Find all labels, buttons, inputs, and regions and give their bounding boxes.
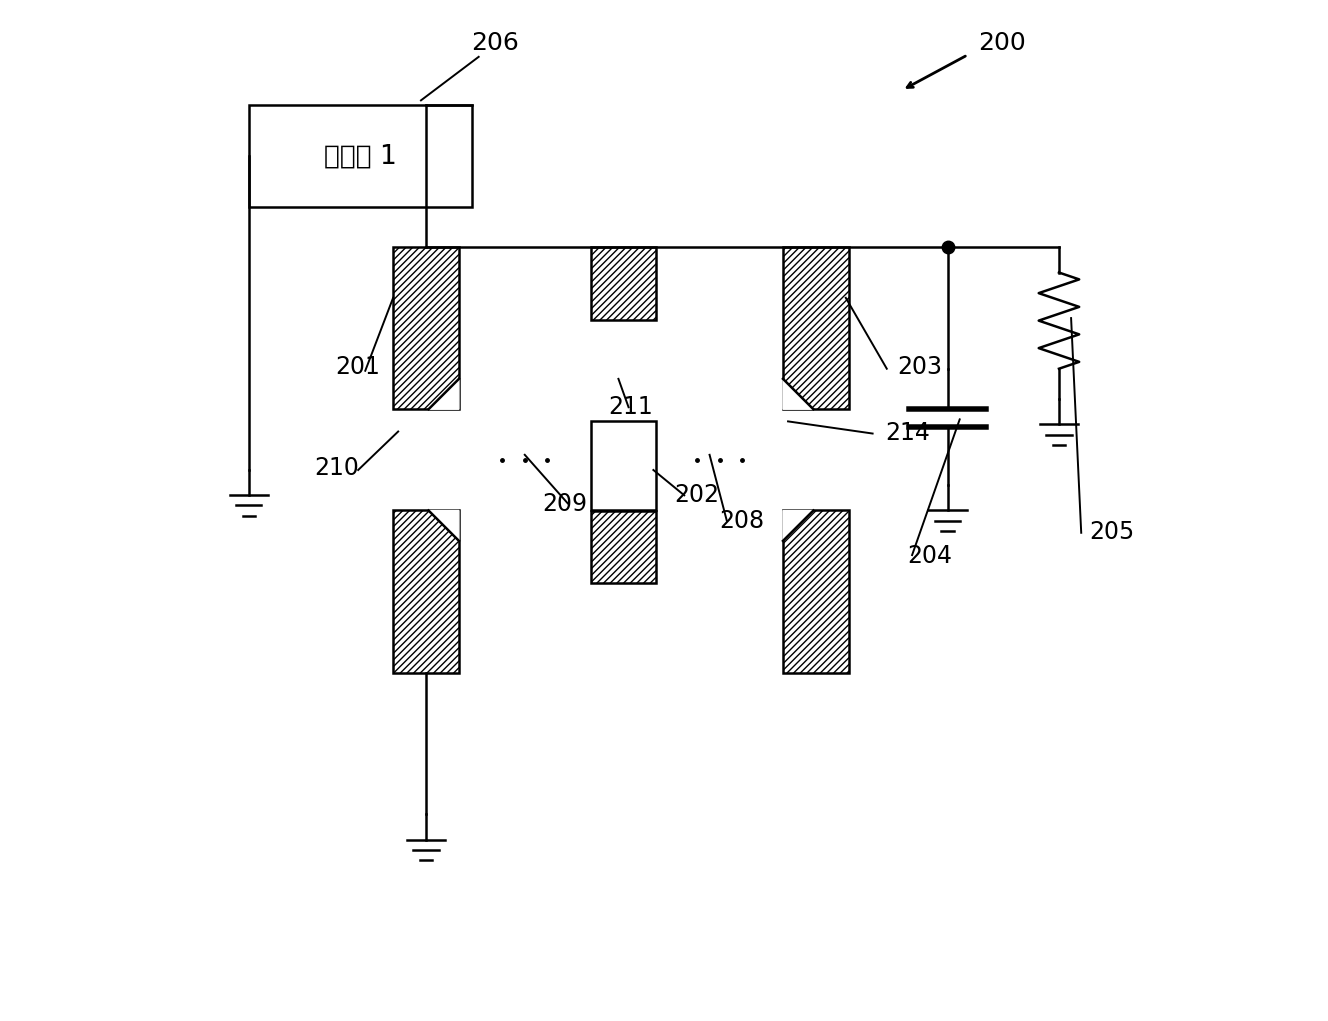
Bar <box>591 422 656 510</box>
Polygon shape <box>429 379 459 409</box>
Text: 206: 206 <box>471 31 519 55</box>
Polygon shape <box>784 510 813 541</box>
Bar <box>393 510 459 673</box>
Text: 208: 208 <box>720 508 765 533</box>
Bar <box>591 510 656 583</box>
Polygon shape <box>429 510 459 541</box>
Text: 信号源 1: 信号源 1 <box>324 143 397 169</box>
Bar <box>393 247 459 409</box>
Text: 203: 203 <box>896 354 942 379</box>
Text: 201: 201 <box>335 354 380 379</box>
Text: 200: 200 <box>977 31 1025 55</box>
Text: 211: 211 <box>608 395 653 420</box>
Bar <box>784 247 849 409</box>
Bar <box>591 247 656 321</box>
Bar <box>248 105 471 206</box>
Bar <box>784 510 849 673</box>
Text: 214: 214 <box>884 421 930 444</box>
Text: 204: 204 <box>907 544 952 568</box>
Text: 210: 210 <box>315 456 360 480</box>
Text: 209: 209 <box>542 491 587 516</box>
Polygon shape <box>784 379 813 409</box>
Text: 205: 205 <box>1089 520 1134 544</box>
Text: 202: 202 <box>675 483 720 507</box>
